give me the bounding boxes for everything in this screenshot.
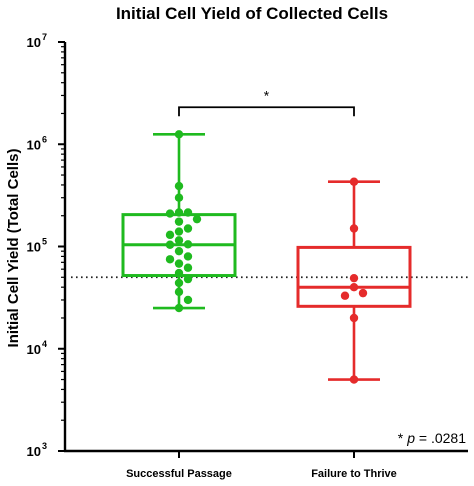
box-groups <box>121 130 412 384</box>
data-point <box>174 303 184 313</box>
data-point <box>174 278 184 288</box>
p-value-symbol: p <box>406 430 415 446</box>
y-tick-base: 10 <box>27 240 41 255</box>
y-tick-base: 10 <box>27 444 41 459</box>
significance-bracket <box>178 106 355 117</box>
data-point <box>174 181 184 191</box>
y-tick-label: 10 <box>27 342 41 357</box>
p-value-star: * <box>398 430 404 446</box>
chart-title: Initial Cell Yield of Collected Cells <box>116 4 388 23</box>
data-point <box>183 240 193 249</box>
data-point <box>174 259 184 268</box>
data-point <box>349 375 359 384</box>
data-point <box>183 295 193 305</box>
data-point <box>165 240 175 249</box>
data-point <box>349 273 359 283</box>
y-tick-base: 10 <box>27 35 41 50</box>
x-tick-label: Successful Passage <box>126 468 232 480</box>
significance-bracket-group: * <box>178 87 355 117</box>
data-point <box>349 224 359 233</box>
data-point <box>174 193 184 202</box>
data-point <box>174 287 184 297</box>
y-tick-exponent: 5 <box>42 237 47 247</box>
data-point <box>349 282 359 292</box>
x-tick-label: Failure to Thrive <box>311 468 397 480</box>
p-value-annotation: * p = .0281 <box>398 430 466 446</box>
y-tick-exponent: 7 <box>42 32 47 42</box>
p-value-text: = .0281 <box>415 430 466 446</box>
data-point <box>165 255 175 264</box>
box-group-0 <box>121 130 237 313</box>
y-tick-label: 10 <box>27 240 41 255</box>
y-tick-label: 10 <box>27 137 41 152</box>
data-point <box>183 208 193 217</box>
data-point <box>174 130 184 139</box>
y-tick-label: 10 <box>27 444 41 459</box>
data-point <box>174 208 184 217</box>
data-point <box>183 263 193 272</box>
data-point <box>174 217 184 226</box>
data-point <box>174 236 184 245</box>
data-point <box>340 291 350 300</box>
data-point <box>358 288 368 298</box>
data-point <box>349 313 359 323</box>
x-axis-categories: Successful Passage Failure to Thrive <box>126 451 397 480</box>
data-point <box>165 209 175 218</box>
data-point <box>174 227 184 236</box>
data-point <box>183 274 193 284</box>
y-tick-exponent: 4 <box>42 339 47 349</box>
box-iqr <box>296 245 412 308</box>
significance-label: * <box>264 87 270 103</box>
data-point <box>192 214 202 224</box>
data-point <box>349 177 359 186</box>
y-tick-exponent: 6 <box>42 134 47 144</box>
y-tick-label: 10 <box>27 35 41 50</box>
y-axis-label: Initial Cell Yield (Total Cells) <box>5 149 22 348</box>
data-point <box>174 268 184 278</box>
axes <box>63 42 468 453</box>
y-tick-exponent: 3 <box>42 441 47 451</box>
y-tick-base: 10 <box>27 342 41 357</box>
data-point <box>183 224 193 233</box>
data-point <box>174 246 184 256</box>
box-group-1 <box>296 177 412 384</box>
data-point <box>183 252 193 261</box>
y-tick-base: 10 <box>27 137 41 152</box>
data-point <box>165 230 175 240</box>
